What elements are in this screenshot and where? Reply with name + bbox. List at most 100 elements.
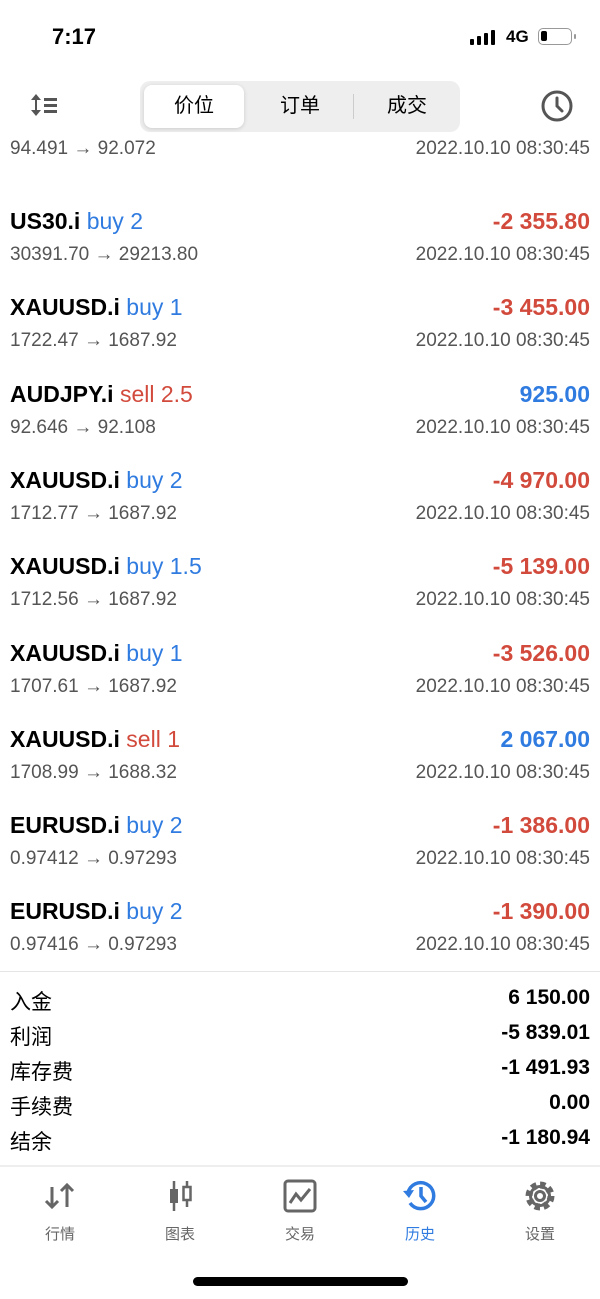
summary-row: 结余 -1 180.94 xyxy=(0,1124,600,1159)
summary-label: 利润 xyxy=(10,1026,52,1049)
history-icon xyxy=(403,1180,436,1211)
deal-symbol: US30.i xyxy=(10,208,81,234)
deal-profit: 2 067.00 xyxy=(500,725,590,752)
segmented-control: 价位 订单 成交 xyxy=(140,81,460,132)
summary-value: -1 491.93 xyxy=(501,1056,590,1079)
tabbar-label: 历史 xyxy=(404,1226,435,1243)
tab-price[interactable]: 价位 xyxy=(144,85,244,128)
deal-time: 2022.10.10 08:30:45 xyxy=(415,416,590,438)
summary-value: 6 150.00 xyxy=(508,986,590,1009)
deal-title: EURUSD.i buy 2 xyxy=(10,812,183,839)
deal-title: EURUSD.i buy 2 xyxy=(10,898,183,925)
deal-prices: 92.646 → 92.108 xyxy=(10,416,156,438)
deal-symbol: EURUSD.i xyxy=(10,898,120,925)
summary-row: 入金 6 150.00 xyxy=(0,984,600,1019)
deal-time: 2022.10.10 08:30:45 xyxy=(415,934,590,956)
status-bar: 7:17 4G xyxy=(0,0,600,70)
deal-time: 2022.10.10 08:30:45 xyxy=(415,761,590,783)
deal-symbol: XAUUSD.i xyxy=(10,725,120,752)
deal-time: 2022.10.10 08:30:45 xyxy=(415,244,590,265)
tabbar-label: 图表 xyxy=(164,1226,195,1243)
deals-list[interactable]: 94.491 → 92.072 2022.10.10 08:30:45 US30… xyxy=(0,136,600,971)
deal-row[interactable]: US30.i buy 2 -2 355.80 30391.70 → 29213.… xyxy=(0,208,600,294)
home-indicator xyxy=(193,1277,408,1286)
signal-icon xyxy=(470,30,495,45)
deal-prices: 94.491 → 92.072 xyxy=(10,138,156,159)
deal-row[interactable]: XAUUSD.i buy 1 -3 455.00 1722.47 → 1687.… xyxy=(0,294,600,380)
chart-line-icon xyxy=(283,1179,317,1213)
deal-time: 2022.10.10 08:30:45 xyxy=(415,330,590,352)
deal-volume: sell 2.5 xyxy=(119,380,193,407)
deal-prices: 1722.47 → 1687.92 xyxy=(10,330,177,352)
deal-row[interactable]: XAUUSD.i sell 1 2 067.00 1708.99 → 1688.… xyxy=(0,726,600,812)
deal-symbol: XAUUSD.i xyxy=(10,553,120,580)
deal-prices: 0.97412 → 0.97293 xyxy=(10,848,177,870)
deal-time: 2022.10.10 08:30:45 xyxy=(415,589,590,611)
deal-symbol: AUDJPY.i xyxy=(10,380,114,407)
battery-icon xyxy=(538,28,576,45)
deal-row[interactable]: XAUUSD.i buy 2 -4 970.00 1712.77 → 1687.… xyxy=(0,467,600,553)
deal-volume: buy 2 xyxy=(126,812,183,839)
summary-label: 库存费 xyxy=(10,1061,73,1084)
deal-row[interactable]: XAUUSD.i buy 1.5 -5 139.00 1712.56 → 168… xyxy=(0,553,600,639)
summary-row: 手续费 0.00 xyxy=(0,1089,600,1124)
summary-row: 利润 -5 839.01 xyxy=(0,1019,600,1054)
tabbar-settings[interactable]: 设置 xyxy=(490,1179,590,1244)
deal-prices: 1707.61 → 1687.92 xyxy=(10,675,177,697)
deal-profit: -2 355.80 xyxy=(492,208,590,234)
deal-time: 2022.10.10 08:30:45 xyxy=(415,675,590,697)
deal-symbol: XAUUSD.i xyxy=(10,294,120,321)
deal-row[interactable]: XAUUSD.i buy 1 -3 526.00 1707.61 → 1687.… xyxy=(0,640,600,726)
deal-row[interactable]: AUDJPY.i sell 2.5 925.00 92.646 → 92.108… xyxy=(0,381,600,467)
deal-symbol: XAUUSD.i xyxy=(10,639,120,666)
deal-symbol: XAUUSD.i xyxy=(10,466,120,493)
summary-value: -5 839.01 xyxy=(501,1021,590,1044)
deal-row-partial[interactable]: 94.491 → 92.072 2022.10.10 08:30:45 xyxy=(0,136,600,188)
summary-label: 结余 xyxy=(10,1131,52,1154)
deal-title: XAUUSD.i buy 2 xyxy=(10,467,183,494)
summary-label: 手续费 xyxy=(10,1096,73,1119)
deal-volume: buy 2 xyxy=(86,208,143,234)
deal-prices: 30391.70 → 29213.80 xyxy=(10,244,199,265)
clock-icon[interactable] xyxy=(540,89,574,128)
deal-profit: -3 455.00 xyxy=(492,294,590,321)
deal-symbol: EURUSD.i xyxy=(10,812,120,839)
deal-row[interactable]: EURUSD.i buy 2 -1 390.00 0.97416 → 0.972… xyxy=(0,898,600,971)
tab-deals[interactable]: 成交 xyxy=(387,95,427,117)
tab-orders[interactable]: 订单 xyxy=(280,95,320,117)
deal-volume: buy 1 xyxy=(126,294,183,321)
header: 价位 订单 成交 xyxy=(0,70,600,136)
deal-row[interactable]: EURUSD.i buy 2 -1 386.00 0.97412 → 0.972… xyxy=(0,812,600,898)
deal-title: XAUUSD.i buy 1.5 xyxy=(10,553,202,580)
deal-profit: -1 390.00 xyxy=(492,898,590,925)
deal-profit: -1 386.00 xyxy=(492,812,590,839)
deal-title: AUDJPY.i sell 2.5 xyxy=(10,381,193,408)
tabbar-history[interactable]: 历史 xyxy=(370,1179,470,1244)
gear-icon xyxy=(525,1181,555,1211)
deal-title: XAUUSD.i buy 1 xyxy=(10,294,183,321)
sort-icon[interactable] xyxy=(28,92,60,123)
tabbar-quotes[interactable]: 行情 xyxy=(10,1179,110,1244)
deal-profit: -3 526.00 xyxy=(492,639,590,666)
deal-title: XAUUSD.i buy 1 xyxy=(10,640,183,667)
summary-row: 库存费 -1 491.93 xyxy=(0,1054,600,1089)
deal-volume: sell 1 xyxy=(126,725,180,752)
deal-prices: 1712.77 → 1687.92 xyxy=(10,502,177,524)
tabbar-label: 行情 xyxy=(44,1226,75,1243)
summary-value: -1 180.94 xyxy=(501,1126,590,1149)
deal-volume: buy 1 xyxy=(126,639,183,666)
deal-profit: -4 970.00 xyxy=(492,466,590,493)
deal-prices: 1708.99 → 1688.32 xyxy=(10,761,177,783)
deal-prices: 1712.56 → 1687.92 xyxy=(10,589,177,611)
arrows-updown-icon xyxy=(44,1182,75,1210)
tabbar-label: 交易 xyxy=(284,1226,315,1243)
deal-prices: 0.97416 → 0.97293 xyxy=(10,934,177,956)
divider xyxy=(353,94,354,119)
deal-time: 2022.10.10 08:30:45 xyxy=(415,138,590,159)
deal-profit: 925.00 xyxy=(519,380,590,407)
tabbar-trade[interactable]: 交易 xyxy=(250,1179,350,1244)
tabbar-charts[interactable]: 图表 xyxy=(130,1179,230,1244)
deal-time: 2022.10.10 08:30:45 xyxy=(415,848,590,870)
tab-bar: 行情 图表 交易 历史 设置 xyxy=(0,1165,600,1299)
deal-volume: buy 2 xyxy=(126,466,183,493)
